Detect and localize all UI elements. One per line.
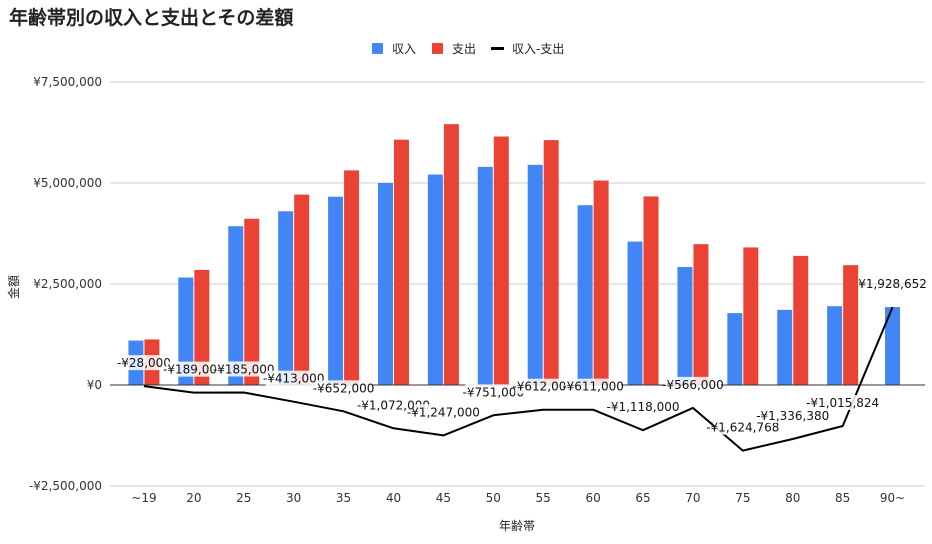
legend-label: 収入 xyxy=(392,42,416,56)
data-label-bg xyxy=(664,376,721,392)
x-tick-label: 85 xyxy=(835,491,850,505)
data-label-bg xyxy=(415,404,472,420)
legend-swatch xyxy=(432,43,443,54)
difference-data-label: -¥566,000 xyxy=(662,378,724,392)
difference-data-label: -¥189,000 xyxy=(163,363,225,377)
bar-expense xyxy=(843,265,859,385)
data-label-bg xyxy=(465,384,522,400)
bar-income xyxy=(427,174,443,385)
difference-data-label: -¥1,072,000 xyxy=(357,398,430,412)
data-label-bg xyxy=(764,407,821,423)
legend-label: 収入-支出 xyxy=(512,42,564,56)
bar-income xyxy=(228,226,244,385)
bar-income xyxy=(885,307,901,385)
bar-expense xyxy=(344,170,360,385)
x-tick-label: 45 xyxy=(436,491,451,505)
difference-data-label: -¥652,000 xyxy=(313,381,375,395)
x-tick-label: 55 xyxy=(536,491,551,505)
bar-income xyxy=(328,196,344,385)
bar-income xyxy=(477,166,493,385)
difference-data-label: -¥28,000 xyxy=(117,356,171,370)
x-tick-label: 80 xyxy=(785,491,800,505)
y-tick-label: ¥7,500,000 xyxy=(33,75,102,89)
bar-expense xyxy=(294,194,310,385)
bar-expense xyxy=(693,244,709,385)
x-tick-label: 65 xyxy=(635,491,650,505)
difference-data-label: -¥1,624,768 xyxy=(706,421,779,435)
difference-data-label: -¥612,000 xyxy=(512,380,574,394)
data-label-bg xyxy=(215,361,272,377)
bar-income xyxy=(727,313,743,385)
y-tick-label: ¥2,500,000 xyxy=(33,277,102,291)
bar-expense xyxy=(593,180,609,385)
y-axis-ticks: -¥2,500,000 ¥0 ¥2,500,000 ¥5,000,000 ¥7,500,… xyxy=(29,75,102,493)
data-label-bg xyxy=(365,397,422,413)
x-tick-label: 70 xyxy=(685,491,700,505)
bar-expense xyxy=(643,196,659,385)
gridlines xyxy=(110,81,925,487)
data-label-bg xyxy=(814,395,871,411)
y-tick-label: ¥0 xyxy=(87,378,102,392)
bar-expense xyxy=(393,139,409,385)
legend[interactable]: 収入 支出 収入-支出 xyxy=(372,42,564,56)
difference-data-label: ¥1,928,652 xyxy=(858,277,927,291)
x-axis-ticks: ~19 20 25 30 35 40 45 50 55 60 65 70 75 80 85 90~ xyxy=(131,491,905,505)
bar-income xyxy=(178,277,194,385)
difference-data-label: -¥611,000 xyxy=(562,380,624,394)
x-tick-label: 90~ xyxy=(880,491,905,505)
x-tick-label: 60 xyxy=(585,491,600,505)
bar-expense xyxy=(244,218,260,385)
data-label-bg xyxy=(714,419,771,435)
difference-data-label: -¥751,000 xyxy=(462,385,524,399)
bar-income xyxy=(777,309,793,385)
data-label-bg xyxy=(515,378,572,394)
difference-data-label: -¥185,000 xyxy=(213,362,275,376)
bar-income xyxy=(677,267,693,385)
legend-swatch xyxy=(491,47,504,50)
bar-expense xyxy=(743,247,759,385)
chart-title: 年齢帯別の収入と支出とその差額 xyxy=(9,7,294,29)
y-tick-label: -¥2,500,000 xyxy=(29,479,102,493)
difference-line-group xyxy=(143,306,894,452)
bar-expense xyxy=(443,124,459,385)
y-tick-label: ¥5,000,000 xyxy=(33,176,102,190)
difference-data-label: -¥1,247,000 xyxy=(407,405,480,419)
difference-data-label: -¥413,000 xyxy=(263,372,325,386)
bar-income xyxy=(527,164,543,385)
data-labels-group: -¥28,000-¥189,000-¥185,000-¥413,000-¥652… xyxy=(115,277,927,435)
bar-income xyxy=(827,306,843,385)
data-label-bg xyxy=(165,361,222,377)
x-tick-label: 35 xyxy=(336,491,351,505)
bar-expense xyxy=(493,136,509,385)
legend-label: 支出 xyxy=(452,42,476,56)
bar-income xyxy=(577,205,593,385)
bar-expense xyxy=(194,269,210,385)
bar-income xyxy=(627,241,643,385)
difference-data-label: -¥1,336,380 xyxy=(756,409,829,423)
x-axis-title: 年齢帯 xyxy=(499,518,535,533)
difference-data-label: -¥1,118,000 xyxy=(606,400,679,414)
difference-line xyxy=(143,306,894,452)
data-label-bg xyxy=(115,355,172,371)
data-label-bg xyxy=(565,378,622,394)
bar-income xyxy=(377,183,393,385)
x-tick-label: 75 xyxy=(735,491,750,505)
x-tick-label: ~19 xyxy=(131,491,156,505)
bars-group xyxy=(128,124,901,385)
difference-data-label: -¥1,015,824 xyxy=(806,396,879,410)
bar-income xyxy=(278,211,294,385)
x-tick-label: 25 xyxy=(236,491,251,505)
x-tick-label: 50 xyxy=(486,491,501,505)
legend-swatch xyxy=(372,43,383,54)
y-axis-title: 金額 xyxy=(6,275,21,299)
x-tick-label: 30 xyxy=(286,491,301,505)
x-tick-label: 40 xyxy=(386,491,401,505)
data-label-bg xyxy=(315,380,372,396)
x-tick-label: 20 xyxy=(186,491,201,505)
bar-expense xyxy=(793,255,809,385)
data-label-bg xyxy=(265,370,322,386)
data-label-bg xyxy=(615,399,672,415)
bar-expense xyxy=(543,140,559,385)
